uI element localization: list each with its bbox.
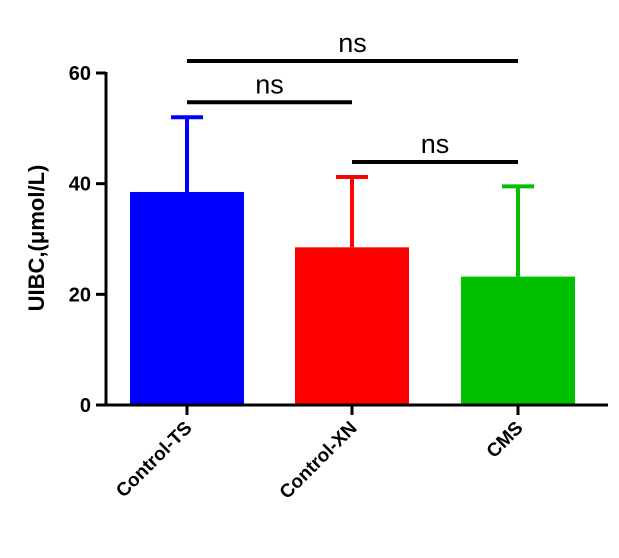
y-tick-label-0: 0 (80, 395, 91, 417)
error-bars-layer (171, 115, 534, 277)
x-tick-label-1: Control-XN (276, 418, 362, 504)
significance-layer: ns ns ns (187, 28, 518, 165)
bar-2 (461, 276, 575, 405)
bar-1 (295, 247, 409, 405)
y-tick-label-2: 40 (69, 174, 91, 196)
significance-label-0: ns (255, 69, 284, 99)
x-tick-label-2: CMS (483, 418, 528, 463)
y-tick-label-1: 20 (69, 284, 91, 306)
x-tick-label-0: Control-TS (112, 418, 196, 502)
significance-label-1: ns (421, 129, 450, 159)
bar-0 (130, 191, 244, 405)
y-axis-label: UIBC,(μmol/L) (24, 165, 49, 312)
y-tick-label-3: 60 (69, 63, 91, 85)
bars-layer (130, 191, 575, 405)
significance-label-2: ns (338, 28, 367, 58)
